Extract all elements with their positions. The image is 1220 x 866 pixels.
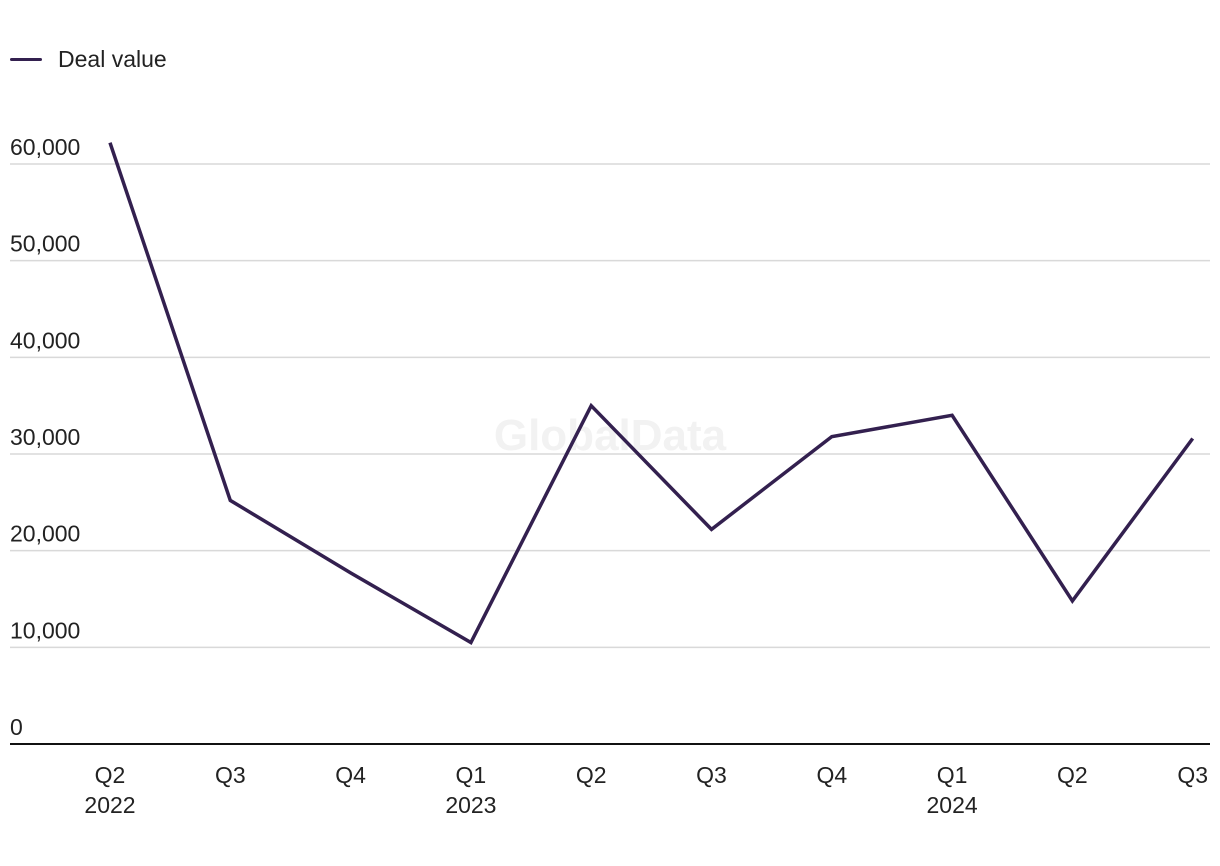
legend-label: Deal value [58,46,167,72]
x-tick-label: Q1 [456,762,487,788]
x-tick-label: Q1 [937,762,968,788]
x-tick-label: Q2 [95,762,126,788]
x-tick-label: Q2 [576,762,607,788]
x-tick-label: Q2 [1057,762,1088,788]
x-tick-year-label: 2023 [445,792,496,818]
y-tick-label: 40,000 [10,327,80,353]
x-tick-label: Q3 [696,762,727,788]
x-tick-label: Q4 [335,762,366,788]
x-tick-year-label: 2022 [84,792,135,818]
watermark: GlobalData [494,411,727,460]
legend: Deal value [10,46,167,73]
series-line-deal-value [108,142,1195,645]
legend-swatch [10,58,42,61]
y-tick-label: 20,000 [10,521,80,547]
x-tick-label: Q3 [215,762,246,788]
x-tick-label: Q4 [816,762,847,788]
y-tick-label: 0 [10,714,23,740]
x-tick-label: Q3 [1177,762,1208,788]
y-tick-label: 60,000 [10,134,80,160]
y-tick-label: 30,000 [10,424,80,450]
x-tick-year-label: 2024 [927,792,978,818]
y-tick-label: 50,000 [10,231,80,257]
y-tick-label: 10,000 [10,617,80,643]
